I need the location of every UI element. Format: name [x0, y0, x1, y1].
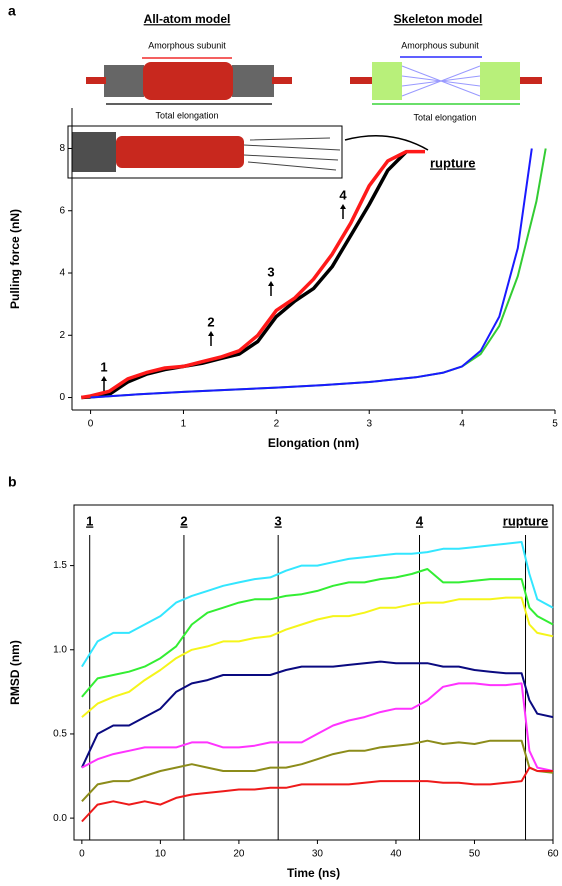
- x-tick-label: 0: [88, 419, 94, 430]
- data-line: [90, 148, 533, 399]
- subunit: [143, 62, 233, 100]
- schematic-all-atom: All-atom model Amorphous subunit Total e…: [86, 12, 292, 120]
- x-tick-label: 4: [459, 419, 465, 430]
- annotation-arrowhead: [101, 376, 107, 381]
- annotation: 4: [339, 187, 347, 202]
- schematic-title: Skeleton model: [394, 12, 483, 26]
- x-tick-label: 5: [552, 419, 558, 430]
- x-tick-label: 60: [547, 849, 559, 860]
- y-tick-label: 1.0: [53, 644, 67, 655]
- y-tick-label: 0.5: [53, 729, 67, 740]
- data-line: [81, 150, 408, 400]
- x-tick-label: 40: [390, 849, 402, 860]
- annotation: 2: [207, 314, 214, 329]
- schematic-label: Amorphous subunit: [148, 40, 226, 50]
- annotation-arrowhead: [268, 281, 274, 286]
- inset-snapshot: [67, 125, 429, 179]
- x-tick-label: 1: [181, 419, 187, 430]
- data-line: [81, 149, 425, 400]
- annotation: 1: [100, 359, 107, 374]
- x-axis-label: Time (ns): [287, 866, 340, 880]
- y-axis-label: Pulling force (nN): [8, 209, 22, 309]
- data-line: [81, 541, 554, 668]
- schematic-label: Total elongation: [413, 112, 476, 122]
- data-line: [81, 766, 553, 823]
- annotation-arrowhead: [208, 331, 214, 336]
- arrow: [344, 135, 429, 151]
- y-tick-label: 6: [59, 205, 65, 216]
- event-label: 4: [416, 513, 424, 528]
- annotation-arrowhead: [340, 204, 346, 209]
- x-tick-label: 2: [274, 419, 280, 430]
- data-line: [81, 568, 554, 698]
- fiber: [480, 62, 520, 100]
- x-tick-label: 30: [312, 849, 324, 860]
- x-tick-label: 3: [366, 419, 372, 430]
- x-tick-label: 10: [155, 849, 167, 860]
- event-label: 1: [86, 513, 93, 528]
- data-line: [81, 596, 554, 718]
- x-tick-label: 50: [469, 849, 481, 860]
- fiber: [232, 65, 274, 97]
- y-tick-label: 1.5: [53, 560, 67, 571]
- fiber: [372, 62, 402, 100]
- event-label: rupture: [503, 513, 549, 528]
- event-label: 3: [275, 513, 282, 528]
- schematic-label: Total elongation: [155, 110, 218, 120]
- schematic-skeleton: Skeleton model Amorphous subunit Total e…: [350, 12, 542, 122]
- chain: [243, 137, 341, 171]
- schematic-label: Amorphous subunit: [401, 40, 479, 50]
- panel-label: b: [8, 474, 17, 490]
- arrow: [350, 77, 372, 84]
- y-tick-label: 0.0: [53, 813, 67, 824]
- panel-label: a: [8, 3, 16, 19]
- schematic-title: All-atom model: [144, 12, 231, 26]
- y-axis-label: RMSD (nm): [8, 640, 22, 705]
- arrow: [86, 77, 106, 84]
- data-line: [80, 660, 554, 769]
- y-tick-label: 4: [59, 268, 65, 279]
- arrow: [520, 77, 542, 84]
- x-tick-label: 20: [233, 849, 245, 860]
- subunit: [116, 136, 244, 168]
- y-tick-label: 0: [59, 392, 65, 403]
- y-tick-label: 2: [59, 330, 65, 341]
- plot-frame: [73, 504, 554, 841]
- x-axis-label: Elongation (nm): [268, 436, 359, 450]
- fiber: [104, 65, 144, 97]
- x-tick-label: 0: [79, 849, 85, 860]
- link: [401, 75, 481, 87]
- fiber: [72, 132, 116, 172]
- data-line: [81, 682, 554, 772]
- annotation: 3: [267, 264, 274, 279]
- data-line: [81, 739, 554, 802]
- y-tick-label: 8: [59, 143, 65, 154]
- event-label: 2: [180, 513, 187, 528]
- rupture-label: rupture: [430, 155, 476, 170]
- arrow: [272, 77, 292, 84]
